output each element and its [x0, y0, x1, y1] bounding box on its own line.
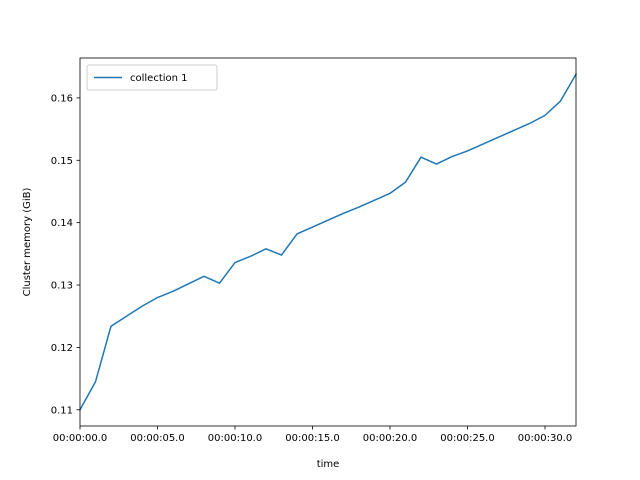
y-axis-ticks: 0.11 0.12 0.13 0.14 0.15 0.16: [51, 93, 80, 416]
plot-background: [80, 58, 576, 426]
y-tick-label: 0.15: [51, 156, 73, 167]
x-axis-ticks: 00:00:00.0 00:00:05.0 00:00:10.0 00:00:15.0…: [53, 426, 572, 444]
legend-label: collection 1: [130, 73, 188, 84]
x-tick-label: 00:00:20.0: [363, 433, 417, 444]
legend-box: [86, 64, 218, 91]
series-line-1: [78, 73, 578, 411]
plot-area: [78, 57, 578, 427]
y-tick-label: 0.12: [51, 343, 73, 354]
legend: collection 1: [86, 64, 218, 91]
x-tick-label: 00:00:10.0: [208, 433, 262, 444]
y-tick-label: 0.11: [51, 405, 73, 416]
x-tick-label: 00:00:30.0: [518, 433, 572, 444]
axes-frame: [79, 57, 577, 427]
y-tick-label: 0.13: [51, 281, 73, 292]
x-tick-label: 00:00:00.0: [53, 433, 107, 444]
x-axis-label: time: [317, 459, 340, 470]
x-tick-label: 00:00:05.0: [130, 433, 184, 444]
y-tick-label: 0.16: [51, 93, 73, 104]
y-tick-label: 0.14: [51, 218, 73, 229]
x-tick-label: 00:00:25.0: [440, 433, 494, 444]
x-tick-label: 00:00:15.0: [285, 433, 339, 444]
y-axis-label: Cluster memory (GiB): [22, 187, 33, 296]
